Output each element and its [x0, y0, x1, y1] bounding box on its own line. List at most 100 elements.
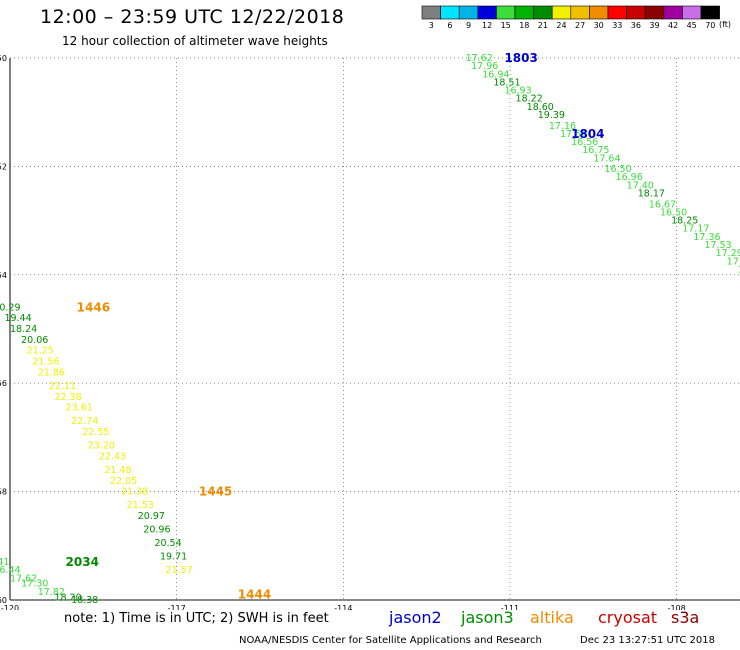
color-bin-label: 12	[482, 21, 492, 30]
color-bin-label: 33	[612, 21, 622, 30]
swh-value: 16.44	[0, 565, 21, 576]
color-bin-label: 18	[519, 21, 529, 30]
swh-value: 20.96	[143, 525, 170, 536]
swh-value: 17.96	[471, 61, 498, 72]
legend-altika: altika	[530, 608, 574, 627]
swh-value: 19.71	[160, 552, 187, 563]
color-bin-swatch	[700, 5, 720, 20]
swh-value: 17.82	[38, 587, 65, 598]
swh-value: 20.06	[21, 335, 48, 346]
swh-value: 17.29	[716, 248, 740, 259]
color-bin-label: 36	[631, 21, 641, 30]
swh-value: 17.03	[738, 264, 740, 275]
legend-s3a: s3a	[671, 608, 700, 627]
color-bin-label: 45	[687, 21, 697, 30]
swh-value: 22.11	[49, 381, 76, 392]
y-tick-label: -54	[0, 271, 7, 280]
swh-value: 16.96	[616, 172, 643, 183]
swh-value: 19.44	[4, 313, 31, 324]
swh-value: 17.16	[549, 121, 576, 132]
color-bin-label: 3	[429, 21, 434, 30]
y-tick-label: -60	[0, 596, 7, 605]
swh-value: 22.43	[99, 451, 126, 462]
swh-value: 17.54	[560, 129, 587, 140]
color-bin-label: 42	[668, 21, 678, 30]
swh-value: 17.36	[693, 232, 720, 243]
y-tick-label: -56	[0, 379, 7, 388]
x-tick-label: -117	[168, 604, 186, 610]
units-note: note: 1) Time is in UTC; 2) SWH is in fe…	[64, 611, 329, 626]
swh-value: 18.20	[54, 592, 81, 603]
swh-value: 17.64	[593, 153, 620, 164]
color-bin-label: 15	[501, 21, 511, 30]
swh-value: 16.41	[0, 557, 9, 568]
swh-value: 16.50	[604, 164, 631, 175]
swh-value: 20.97	[138, 511, 165, 522]
swh-value: 21.48	[104, 465, 131, 476]
x-tick-label: -108	[668, 604, 686, 610]
swh-value: 21.38	[121, 487, 148, 498]
swh-value: 20.29	[0, 302, 21, 313]
swh-value: 16.93	[504, 86, 531, 97]
y-tick-label: -58	[0, 488, 7, 497]
swh-value: 23.61	[66, 403, 93, 414]
swh-value: 16.94	[482, 69, 509, 80]
swh-value: 22.74	[71, 416, 98, 427]
swh-value: 19.39	[538, 110, 565, 121]
legend-cryosat: cryosat	[598, 608, 658, 627]
swh-value: 16.67	[649, 199, 676, 210]
swh-value: 17.78	[727, 256, 740, 267]
pass-label: 1446	[77, 300, 110, 314]
swh-value: 21.56	[32, 357, 59, 368]
color-bin-label: 70	[705, 21, 715, 30]
footer-credit: NOAA/NESDIS Center for Satellite Applica…	[239, 635, 542, 646]
chart-subtitle: 12 hour collection of altimeter wave hei…	[62, 34, 328, 48]
x-tick-label: -111	[501, 604, 519, 610]
color-scale-bar: 3 6 9 12 15 18 21 24 27 30 33 36 39 42 45 70	[421, 5, 720, 30]
swh-value: 21.57	[166, 565, 193, 576]
pass-label: 2034	[66, 555, 99, 569]
swh-value: 17.30	[21, 579, 48, 590]
color-bin-label: 9	[466, 21, 471, 30]
swh-value: 18.38	[71, 595, 98, 606]
swh-value: 18.22	[516, 94, 543, 105]
footer-timestamp: Dec 23 13:27:51 UTC 2018	[580, 635, 715, 646]
swh-value: 22.05	[110, 476, 137, 487]
x-tick-label: -114	[334, 604, 352, 610]
swh-value: 17.17	[682, 224, 709, 235]
swh-value: 17.62	[466, 53, 493, 64]
swh-value: 22.38	[54, 392, 81, 403]
swh-value: 18.25	[671, 216, 698, 227]
swh-value: 17.62	[10, 573, 37, 584]
y-tick-label: -50	[0, 54, 7, 63]
swh-value: 18.17	[638, 189, 665, 200]
color-bin-label: 27	[575, 21, 585, 30]
swh-value: 20.54	[154, 538, 181, 549]
swh-value: 16.50	[660, 207, 687, 218]
chart-title: 12:00 – 23:59 UTC 12/22/2018	[40, 6, 345, 28]
swh-value: 23.20	[88, 441, 115, 452]
swh-value: 21.25	[27, 346, 54, 357]
swh-value: 18.51	[493, 77, 520, 88]
color-bin-label: 30	[594, 21, 604, 30]
color-bin-label: 6	[447, 21, 452, 30]
swh-value: 21.53	[127, 500, 154, 511]
legend-jason3: jason3	[461, 608, 514, 627]
legend-jason2: jason2	[389, 608, 442, 627]
x-tick-label: -120	[1, 604, 19, 610]
pass-label: 1804	[571, 127, 604, 141]
swh-value: 17.53	[704, 240, 731, 251]
wave-height-map: -50-52-54-56-58-60-120-117-114-111-108-1…	[0, 51, 740, 610]
swh-value: 16.75	[582, 145, 609, 156]
swh-value: 18.60	[527, 102, 554, 113]
color-scale-units: (ft)	[719, 20, 732, 29]
pass-label: 1803	[504, 51, 537, 65]
swh-value: 17.40	[627, 180, 654, 191]
color-bin-label: 21	[538, 21, 548, 30]
color-bin-label: 39	[649, 21, 659, 30]
swh-value: 21.86	[38, 367, 65, 378]
swh-value: 18.24	[10, 324, 37, 335]
color-bin-label: 24	[556, 21, 566, 30]
y-tick-label: -52	[0, 162, 7, 171]
swh-value: 16.56	[571, 137, 598, 148]
